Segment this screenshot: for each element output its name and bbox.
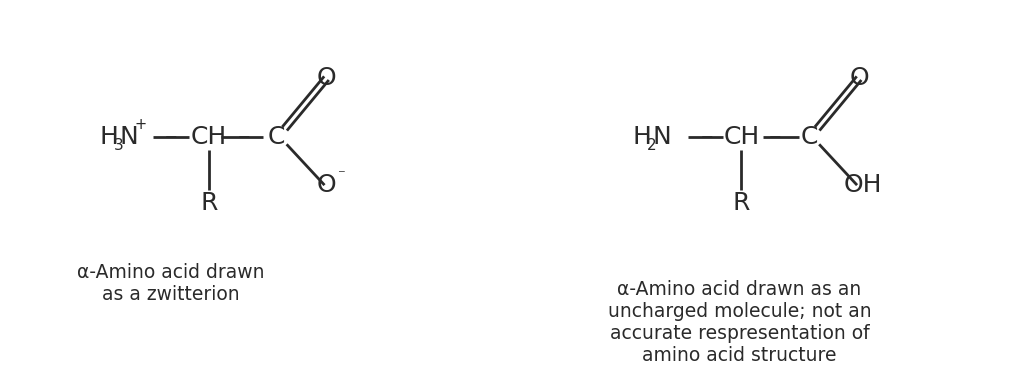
Text: –: – [769, 125, 781, 149]
Text: H: H [99, 125, 119, 149]
Text: N: N [652, 125, 671, 149]
Text: O: O [849, 66, 869, 90]
Text: H: H [632, 125, 651, 149]
Text: C: C [268, 125, 286, 149]
Text: OH: OH [844, 173, 883, 197]
Text: O: O [316, 66, 336, 90]
Text: C: C [801, 125, 818, 149]
Text: O: O [316, 173, 336, 197]
Text: R: R [200, 191, 217, 215]
Text: +: + [135, 117, 147, 132]
Text: –: – [238, 125, 250, 149]
Text: ⁻: ⁻ [337, 167, 344, 182]
Text: R: R [733, 191, 750, 215]
Text: –: – [701, 125, 714, 149]
Text: CH: CH [190, 125, 227, 149]
Text: α-Amino acid drawn
as a zwitterion: α-Amino acid drawn as a zwitterion [77, 263, 264, 304]
Text: 2: 2 [647, 138, 656, 153]
Text: 3: 3 [115, 138, 124, 153]
Text: N: N [120, 125, 138, 149]
Text: –: – [165, 125, 177, 149]
Text: CH: CH [723, 125, 760, 149]
Text: α-Amino acid drawn as an
uncharged molecule; not an
accurate respresentation of
: α-Amino acid drawn as an uncharged molec… [607, 281, 871, 365]
